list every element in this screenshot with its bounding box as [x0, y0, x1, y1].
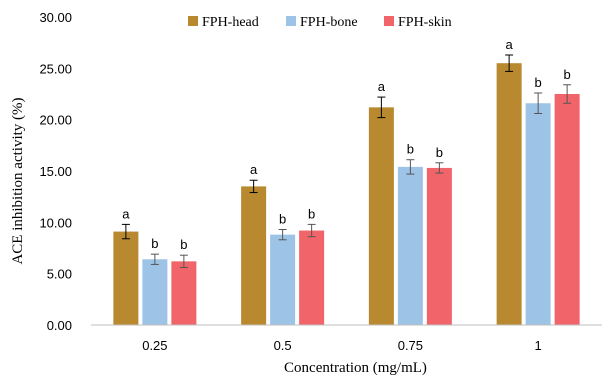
x-tick-label: 1 [535, 338, 542, 353]
bar [397, 166, 423, 325]
significance-label: b [279, 212, 286, 227]
significance-label: a [122, 206, 130, 221]
x-tick-label: 0.75 [398, 338, 423, 353]
legend-label: FPH-skin [398, 15, 452, 30]
legend-label: FPH-bone [300, 15, 358, 30]
significance-label: a [378, 79, 386, 94]
y-tick-label: 25.00 [39, 61, 72, 76]
legend-swatch [286, 16, 296, 26]
bar [525, 103, 551, 326]
y-axis-ticks: 0.00 5.00 10.00 15.00 20.00 25.00 30.00 [39, 10, 72, 333]
legend-swatch [384, 16, 394, 26]
bar [113, 231, 139, 325]
bar [270, 234, 296, 325]
bar [171, 261, 197, 325]
bar [142, 259, 168, 325]
legend-label: FPH-head [202, 15, 259, 30]
bar [299, 230, 325, 325]
bar [554, 94, 580, 325]
x-tick-label: 0.5 [274, 338, 292, 353]
significance-label: b [564, 67, 571, 82]
x-tick-label: 0.25 [142, 338, 167, 353]
x-axis-label: Concentration (mg/mL) [284, 360, 427, 376]
y-tick-label: 5.00 [47, 267, 72, 282]
y-tick-label: 20.00 [39, 113, 72, 128]
y-tick-label: 15.00 [39, 164, 72, 179]
significance-label: a [506, 37, 514, 52]
significance-label: b [535, 75, 542, 90]
bar [426, 167, 452, 325]
bar-series: a b b a b b a b b a b b [113, 37, 580, 326]
y-tick-label: 10.00 [39, 215, 72, 230]
significance-label: a [250, 162, 258, 177]
bar [368, 107, 394, 325]
significance-label: b [308, 206, 315, 221]
y-axis-label: ACE inhibition activity (%) [10, 97, 26, 264]
y-tick-label: 30.00 [39, 10, 72, 25]
significance-label: b [436, 145, 443, 160]
bar [241, 186, 267, 325]
significance-label: b [151, 236, 158, 251]
x-axis-ticks: 0.25 0.5 0.75 1 [142, 338, 542, 353]
significance-label: b [180, 237, 187, 252]
significance-label: b [407, 142, 414, 157]
bar [496, 63, 522, 325]
legend: FPH-head FPH-bone FPH-skin [188, 15, 452, 30]
y-tick-label: 0.00 [47, 318, 72, 333]
legend-swatch [188, 16, 198, 26]
